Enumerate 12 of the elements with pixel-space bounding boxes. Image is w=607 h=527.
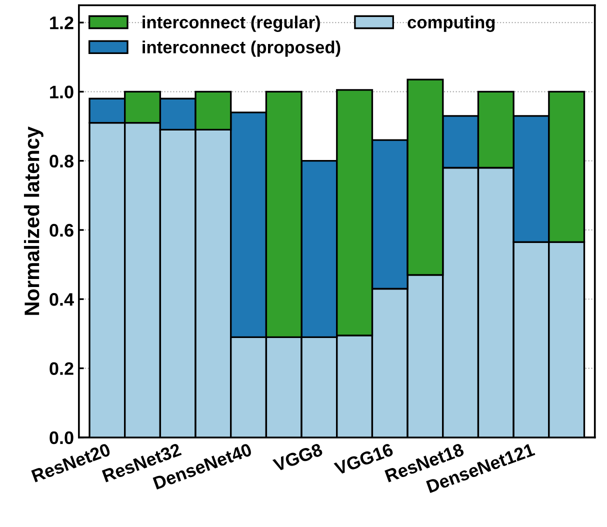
y-axis-title: Normalized latency [24,126,44,315]
y-tick-label: 0.0 [50,431,74,444]
y-tick-label: 0.4 [50,293,74,306]
y-tick-label: 0.8 [50,154,74,168]
y-tick-label: 1.0 [50,86,74,98]
legend-label: interconnect (regular) [142,16,320,32]
y-tick-label: 1.2 [50,16,74,30]
x-tick-label: VGG8 [272,442,324,472]
legend-label: interconnect (proposed) [142,40,340,57]
y-tick-label: 0.6 [50,224,74,237]
legend-label: computing [408,16,495,32]
y-tick-label: 0.2 [50,362,74,375]
